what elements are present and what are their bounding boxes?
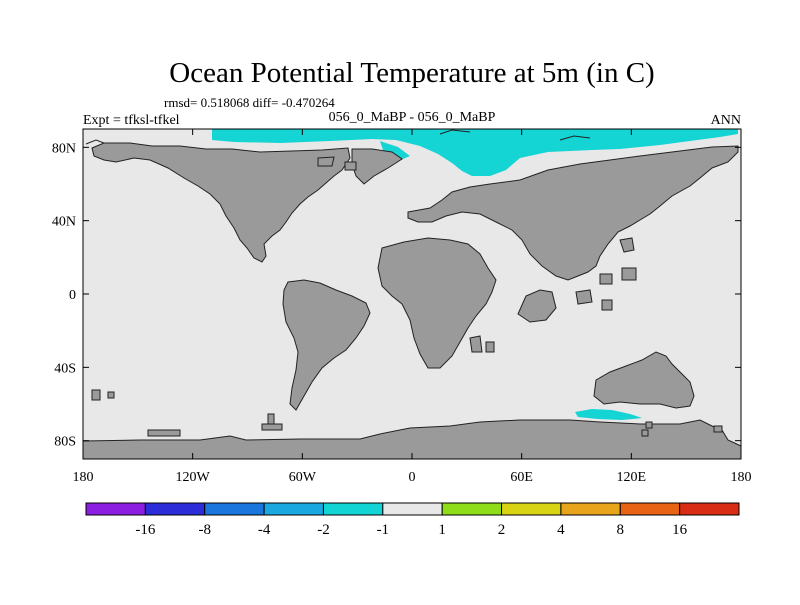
lon-tick-label: 120W	[176, 470, 211, 485]
arctic-coast-fragments	[85, 129, 591, 145]
colorbar-box	[560, 502, 621, 516]
lat-tick-label: 80S	[54, 435, 76, 450]
colorbar-box	[679, 502, 740, 516]
island-japan	[619, 237, 635, 253]
colorbar-label: 1	[438, 522, 446, 538]
continent-eurasia	[407, 145, 739, 281]
continent-south-america	[282, 279, 371, 411]
lon-tick-label: 180	[731, 470, 752, 485]
lat-tick-label: 80N	[52, 141, 76, 156]
colorbar-box	[322, 502, 384, 516]
longitude-labels: 180 120W 60W 0 60E 120E 180	[73, 470, 752, 485]
colorbar-label: -8	[198, 522, 211, 538]
case-label: 056_0_MaBP - 056_0_MaBP	[329, 110, 496, 125]
colorbar-label: -1	[377, 522, 390, 538]
colorbar-box	[441, 502, 503, 516]
season-label: ANN	[711, 113, 741, 128]
continent-antarctica	[82, 419, 742, 460]
lon-tick-label: 60E	[510, 470, 533, 485]
colorbar-box	[204, 502, 265, 516]
lon-tick-label: 180	[73, 470, 94, 485]
colorbar-label: -2	[317, 522, 330, 538]
colorbar: -16 -8 -4 -2 -1 1 2 4 8 16	[85, 502, 740, 538]
island-sumatra-java	[517, 289, 557, 323]
lon-tick-label: 60W	[289, 470, 317, 485]
colorbar-box	[382, 502, 443, 516]
stats-label: rmsd= 0.518068 diff= -0.470264	[164, 95, 335, 110]
land-masses	[82, 142, 742, 460]
lat-tick-label: 0	[69, 288, 76, 303]
colorbar-box	[263, 502, 324, 516]
lon-tick-label: 0	[409, 470, 416, 485]
colorbar-label: 16	[672, 522, 688, 538]
lat-tick-label: 40S	[54, 361, 76, 376]
lat-tick-label: 40N	[52, 215, 76, 230]
colorbar-label: -4	[258, 522, 271, 538]
colorbar-label: 4	[557, 522, 565, 538]
lon-tick-label: 120E	[617, 470, 647, 485]
colorbar-box	[501, 502, 562, 516]
colorbar-label: 2	[498, 522, 506, 538]
colorbar-box	[619, 502, 681, 516]
colorbar-box	[85, 502, 146, 516]
island-madagascar	[469, 335, 483, 353]
map-axis-ticks	[82, 129, 742, 459]
latitude-labels: 80N 40N 0 40S 80S	[52, 141, 76, 449]
colorbar-box	[144, 502, 206, 516]
continent-africa	[377, 237, 497, 369]
map-panel: 180 120W 60W 0 60E 120E 180 80N 40N 0 40S 80S	[52, 128, 752, 485]
continent-australia	[593, 351, 695, 409]
experiment-label: Expt = tfksl-tfkel	[83, 113, 180, 128]
continent-north-america	[91, 142, 351, 263]
colorbar-label: -16	[135, 522, 155, 538]
plot-title: Ocean Potential Temperature at 5m (in C)	[169, 57, 654, 89]
colorbar-label: 8	[617, 522, 625, 538]
